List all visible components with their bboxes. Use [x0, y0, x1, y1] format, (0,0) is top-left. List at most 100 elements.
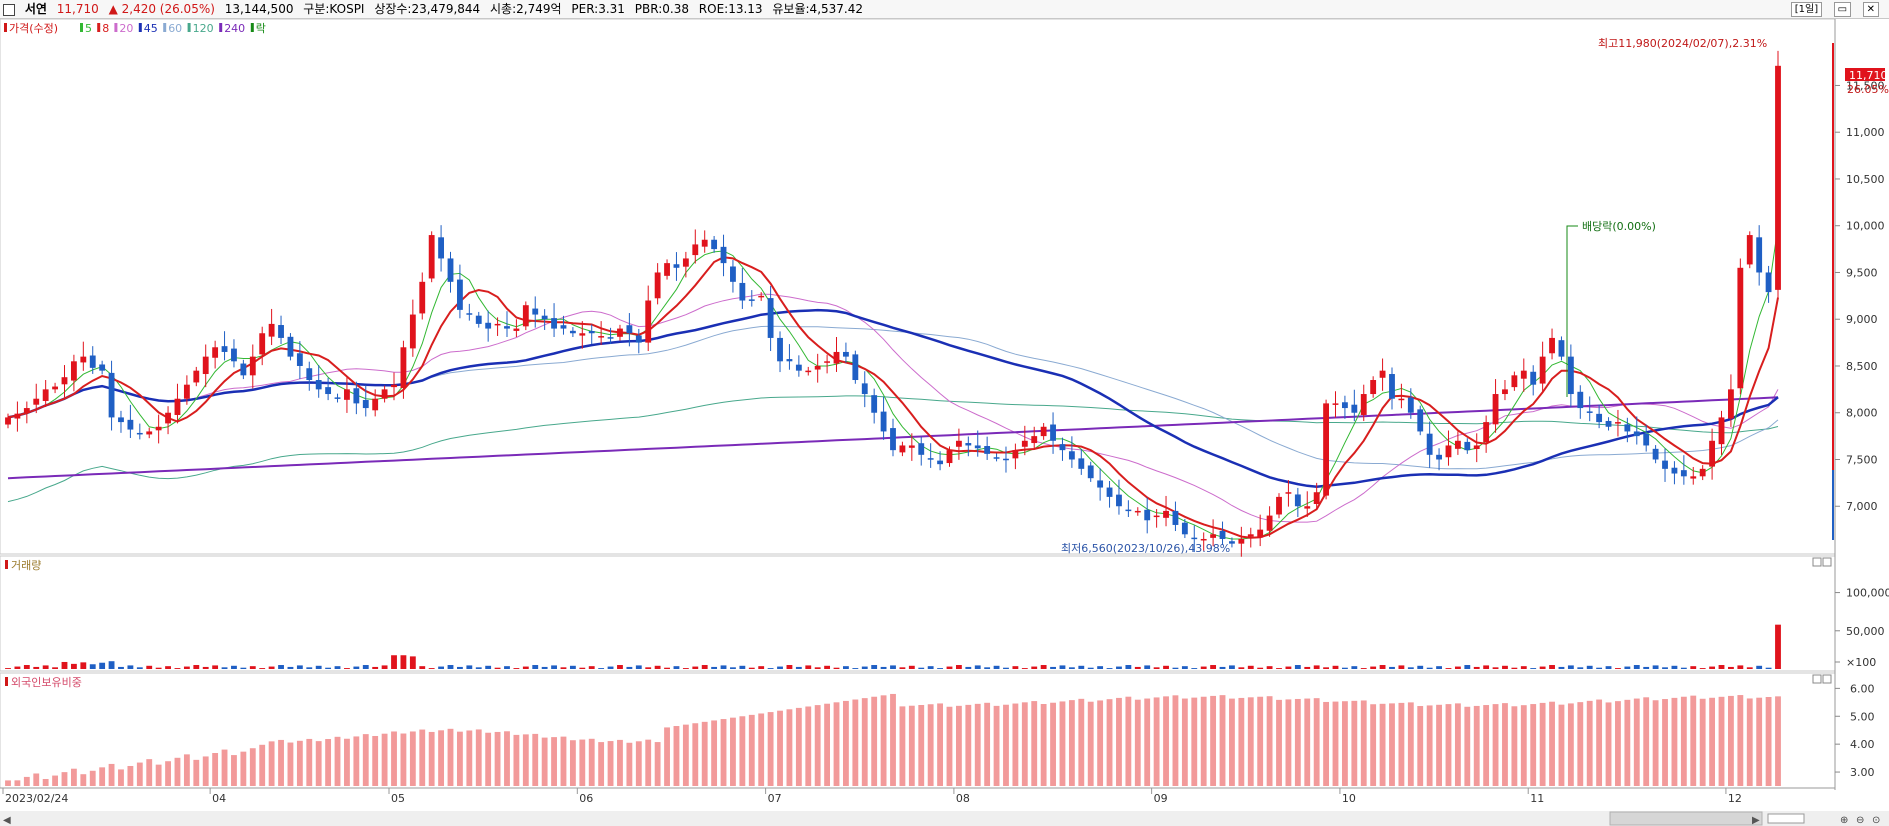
volume-bar	[1483, 665, 1489, 669]
volume-bar	[1719, 665, 1725, 669]
volume-bar	[1493, 667, 1499, 669]
candle	[335, 397, 341, 399]
zoom-slider[interactable]	[1768, 814, 1804, 823]
foreign-bar	[852, 700, 858, 786]
volume-bar	[1078, 666, 1084, 669]
volume-bar	[796, 667, 802, 669]
zoom-in-icon[interactable]: ⊕	[1840, 815, 1848, 826]
volume-bar	[1568, 665, 1574, 669]
volume-bar	[1446, 668, 1452, 669]
foreign-bar	[1681, 697, 1687, 786]
scrollbar-thumb[interactable]	[1610, 812, 1762, 825]
volume-bar	[711, 667, 717, 669]
foreign-bar	[52, 776, 58, 786]
volume-bar	[62, 662, 68, 669]
legend-item-3: 20	[119, 22, 133, 35]
volume-bar	[363, 665, 369, 669]
volume-panel	[0, 556, 1835, 671]
foreign-bar	[485, 733, 491, 786]
volume-bar	[1135, 667, 1141, 669]
volume-bar	[589, 666, 595, 669]
candle	[419, 282, 425, 314]
foreign-bar	[1577, 702, 1583, 786]
foreign-bar	[90, 771, 96, 786]
foreign-panel-close-icon[interactable]	[1823, 675, 1831, 683]
price-tick-label: 10,500	[1846, 173, 1885, 186]
candle	[692, 244, 698, 255]
foreign-bar	[1163, 696, 1169, 786]
foreign-bar	[1003, 705, 1009, 786]
candle	[109, 373, 115, 418]
volume-bar	[1455, 667, 1461, 669]
volume-title-marker	[5, 560, 8, 569]
x-tick-label: 09	[1154, 792, 1168, 805]
volume-bar	[570, 666, 576, 669]
foreign-bar	[890, 694, 896, 786]
volume-bar	[1775, 625, 1781, 669]
candle	[1493, 394, 1499, 424]
candle	[721, 247, 727, 263]
foreign-bar	[269, 741, 275, 786]
legend-item-6: 120	[193, 22, 214, 35]
candle	[1191, 538, 1197, 540]
volume-bar	[80, 662, 86, 669]
scrollbar-track[interactable]	[0, 811, 1889, 826]
volume-panel-close-icon[interactable]	[1823, 558, 1831, 566]
volume-bar	[674, 666, 680, 669]
foreign-bar	[1257, 697, 1263, 786]
candle	[1521, 371, 1527, 379]
volume-panel-minimize-icon[interactable]	[1813, 558, 1821, 566]
candle	[805, 371, 811, 373]
volume-bar	[1154, 667, 1160, 669]
foreign-bar	[137, 763, 143, 786]
candle	[1577, 392, 1583, 408]
candle	[1483, 422, 1489, 442]
foreign-bar	[344, 739, 350, 786]
candle	[1398, 399, 1404, 401]
volume-bar	[466, 665, 472, 669]
volume-bar	[1709, 667, 1715, 669]
foreign-bar	[768, 712, 774, 786]
foreign-bar	[815, 705, 821, 786]
volume-bar	[1681, 668, 1687, 669]
volume-bar	[410, 656, 416, 669]
candle	[702, 240, 708, 247]
zoom-reset-icon[interactable]: ⊙	[1872, 815, 1880, 826]
foreign-bar	[1408, 702, 1414, 786]
foreign-panel-minimize-icon[interactable]	[1813, 675, 1821, 683]
candle	[222, 346, 228, 352]
candle	[1775, 66, 1781, 290]
foreign-bar	[589, 739, 595, 786]
price-tick-label: 11,000	[1846, 126, 1885, 139]
foreign-bar	[542, 738, 548, 786]
foreign-bar	[1182, 699, 1188, 786]
foreign-bar	[118, 769, 124, 786]
volume-bar	[1540, 667, 1546, 669]
candle	[278, 325, 284, 338]
foreign-bar	[1521, 705, 1527, 786]
volume-bar	[52, 667, 58, 669]
foreign-bar	[1502, 703, 1508, 786]
scroll-right-icon[interactable]: ▶	[1752, 815, 1760, 826]
candle	[269, 324, 275, 337]
legend-item-1: 5	[85, 22, 92, 35]
volume-bar	[1380, 665, 1386, 669]
volume-bar	[730, 667, 736, 669]
candle	[871, 395, 877, 413]
candle	[1248, 534, 1254, 536]
candle	[815, 366, 821, 370]
foreign-bar	[1022, 702, 1028, 786]
foreign-bar	[1417, 706, 1423, 786]
candle	[1474, 445, 1480, 449]
volume-bar	[1286, 667, 1292, 669]
volume-bar	[532, 665, 538, 669]
volume-bar	[523, 667, 529, 669]
foreign-bar	[1380, 704, 1386, 786]
foreign-bar	[99, 767, 105, 786]
candle	[1097, 480, 1103, 487]
zoom-out-icon[interactable]: ⊖	[1856, 815, 1864, 826]
scroll-left-icon[interactable]: ◀	[3, 815, 11, 826]
volume-bar	[664, 668, 670, 669]
foreign-tick-label: 5.00	[1850, 710, 1875, 723]
candle	[184, 385, 190, 399]
